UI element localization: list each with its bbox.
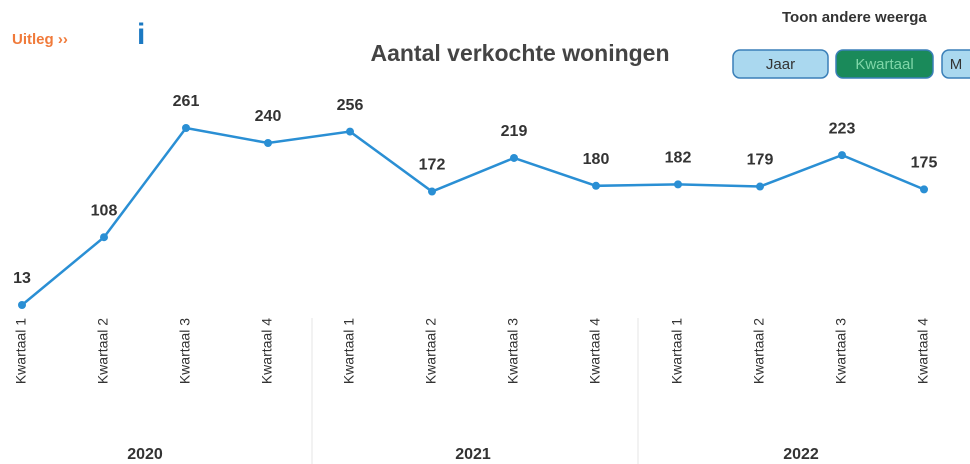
view-prompt: Toon andere weerga	[782, 9, 927, 26]
button-bg	[941, 49, 970, 79]
data-label: 180	[583, 151, 610, 168]
chart-title: Aantal verkochte woningen	[370, 40, 669, 66]
group-label: 2022	[783, 446, 819, 463]
view-button[interactable]: Kwartaal	[835, 49, 934, 79]
data-label: 182	[665, 150, 692, 167]
x-tick-label: Kwartaal 2	[751, 318, 767, 384]
view-button[interactable]: M	[941, 49, 970, 79]
point	[674, 180, 682, 189]
point	[756, 182, 764, 191]
x-tick-label: Kwartaal 4	[915, 318, 931, 384]
data-label: 175	[911, 155, 938, 172]
point	[838, 151, 846, 160]
info-icon[interactable]: i	[137, 18, 145, 51]
point	[592, 181, 600, 190]
data-label: 256	[337, 97, 364, 114]
data-label: 219	[501, 123, 528, 140]
line	[21, 126, 925, 306]
group-label: 2021	[455, 446, 491, 463]
point	[18, 301, 26, 309]
x-tick-label: Kwartaal 2	[95, 318, 111, 384]
data-label: 13	[13, 270, 31, 287]
x-tick-label: Kwartaal 3	[177, 318, 193, 384]
x-tick-label: Kwartaal 1	[13, 318, 29, 384]
x-tick-label: Kwartaal 2	[423, 318, 439, 384]
group-label: 2020	[127, 446, 163, 463]
x-tick-label: Kwartaal 3	[833, 318, 849, 384]
point	[182, 124, 190, 132]
point	[264, 138, 272, 147]
button-label: Kwartaal	[855, 56, 913, 73]
data-label: 261	[173, 93, 200, 110]
explain-link[interactable]: Uitleg ››	[12, 31, 68, 48]
button-bg	[732, 49, 829, 79]
x-tick-label: Kwartaal 3	[505, 318, 521, 384]
data-label: 223	[829, 120, 856, 137]
x-tick-label: Kwartaal 4	[587, 318, 603, 384]
point	[920, 185, 928, 194]
point	[100, 233, 108, 242]
data-label: 108	[91, 202, 118, 219]
button-label: Jaar	[766, 56, 795, 73]
data-label: 172	[419, 157, 446, 174]
data-label: 179	[747, 152, 774, 169]
point	[428, 187, 436, 196]
point	[510, 153, 518, 162]
button-label: M	[950, 56, 963, 73]
button-bg	[835, 49, 934, 79]
point	[346, 127, 354, 136]
x-tick-label: Kwartaal 1	[669, 318, 685, 384]
x-tick-label: Kwartaal 1	[341, 318, 357, 384]
view-button[interactable]: Jaar	[732, 49, 829, 79]
x-tick-label: Kwartaal 4	[259, 318, 275, 384]
data-label: 240	[255, 108, 282, 125]
